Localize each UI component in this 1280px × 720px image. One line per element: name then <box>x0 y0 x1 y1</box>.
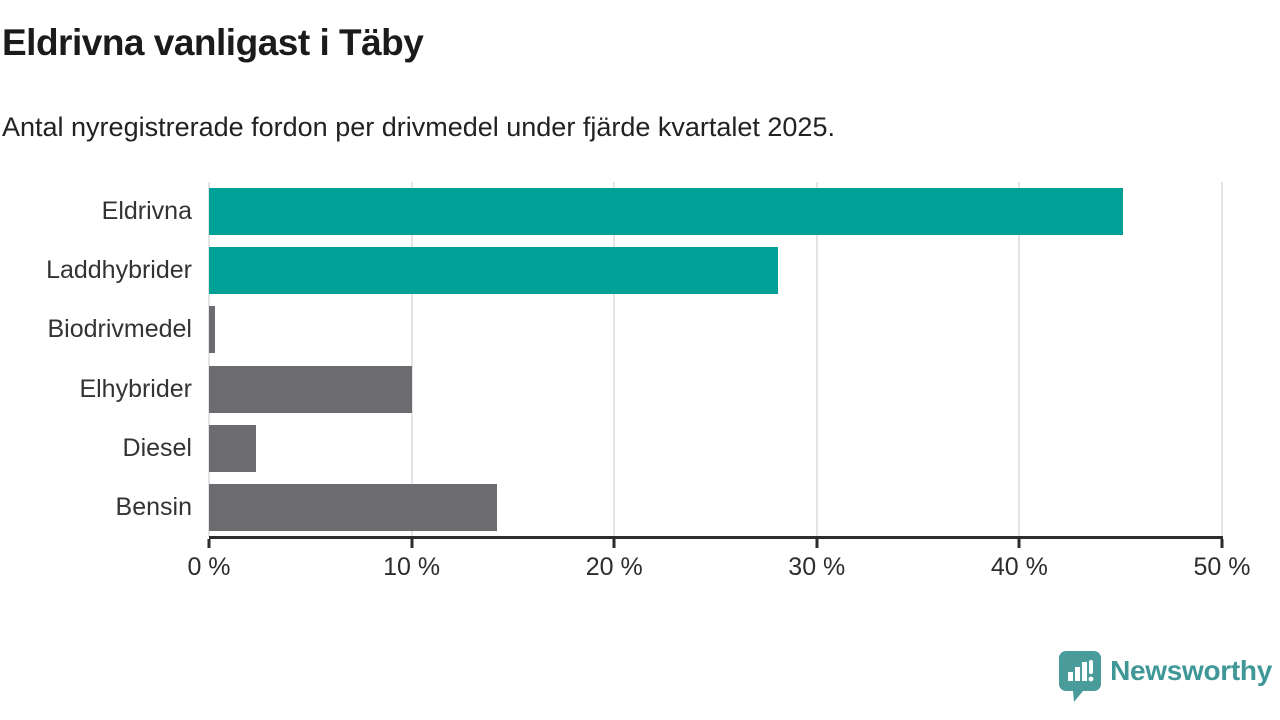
bar-laddhybrider <box>209 247 779 295</box>
bar-eldrivna <box>209 188 1123 236</box>
x-axis-tick-label: 50 % <box>1193 553 1251 581</box>
gridline <box>613 182 616 537</box>
bar-row <box>209 419 1222 478</box>
gridline <box>1018 182 1021 537</box>
category-label: Biodrivmedel <box>47 315 192 344</box>
chart-title: Eldrivna vanligast i Täby <box>2 22 424 63</box>
bar-row <box>209 478 1222 537</box>
category-label: Diesel <box>122 433 192 462</box>
x-axis-tick <box>207 539 211 548</box>
x-axis-tick <box>1017 539 1021 548</box>
gridline <box>1221 182 1223 537</box>
bar-diesel <box>209 424 256 472</box>
chart-subtitle: Antal nyregistrerade fordon per drivmede… <box>2 112 835 142</box>
speech-bubble-bar-chart-icon <box>1059 651 1102 702</box>
y-axis-category-labels: Eldrivna Laddhybrider Biodrivmedel Elhybrid… <box>0 182 192 537</box>
bar-row <box>209 182 1222 241</box>
bar-biodrivmedel <box>209 306 216 354</box>
category-label: Laddhybrider <box>46 256 192 285</box>
x-axis-tick-label: 20 % <box>585 553 643 581</box>
brand-wordmark: Newsworthy <box>1110 655 1272 686</box>
newsworthy-logo: Newsworthy <box>1058 650 1272 704</box>
x-axis-tick-label: 0 % <box>187 553 231 581</box>
bar-row <box>209 241 1222 300</box>
x-axis-tick-label: 30 % <box>788 553 846 581</box>
x-axis-tick <box>410 539 414 548</box>
category-label: Elhybrider <box>79 374 192 403</box>
bar-bensin <box>209 483 497 531</box>
gridline <box>410 182 413 537</box>
bar-elhybrider <box>209 365 412 413</box>
bar-row <box>209 360 1222 419</box>
x-axis-tick-label: 10 % <box>383 553 441 581</box>
x-axis: 0 % 10 % 20 % 30 % 40 % 50 % <box>187 539 1250 589</box>
gridline <box>815 182 818 537</box>
x-axis-tick <box>815 539 819 548</box>
x-axis-line <box>209 536 1223 539</box>
gridline <box>208 182 210 537</box>
x-axis-tick <box>612 539 616 548</box>
category-label: Eldrivna <box>101 197 192 226</box>
x-axis-tick-label: 40 % <box>990 553 1048 581</box>
category-label: Bensin <box>115 492 192 521</box>
bar-row <box>209 300 1222 359</box>
plot-area <box>208 182 1223 537</box>
x-axis-tick <box>1220 539 1224 548</box>
bars-container <box>209 182 1222 537</box>
